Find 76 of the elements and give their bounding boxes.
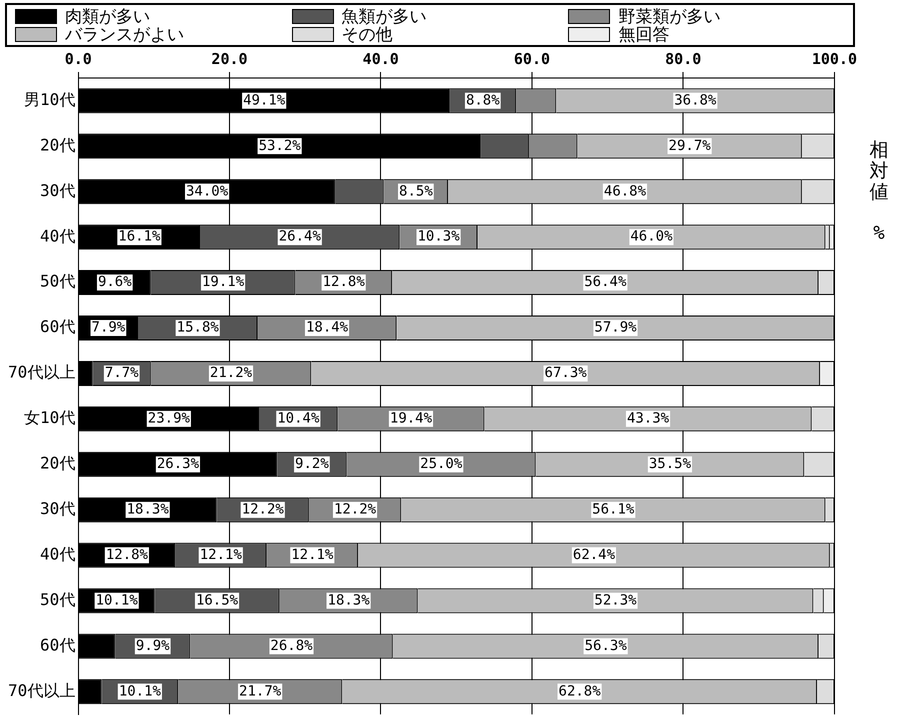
x-tick-label: 0.0 — [64, 50, 92, 68]
y-tick-label: 20代 — [40, 135, 76, 154]
data-label: 15.8% — [176, 320, 220, 336]
data-label: 10.3% — [417, 228, 460, 245]
y-tick-label: 40代 — [40, 544, 76, 564]
data-label: 62.4% — [572, 546, 616, 563]
data-label: 8.5% — [399, 183, 434, 200]
data-label: 23.9% — [148, 410, 191, 427]
y-tick-label: 50代 — [40, 590, 76, 609]
x-tick-label: 40.0 — [362, 50, 399, 68]
data-label: 19.4% — [390, 410, 433, 427]
data-label: 7.7% — [104, 365, 140, 382]
data-label: 57.9% — [594, 320, 638, 336]
data-label: 56.1% — [592, 501, 635, 518]
data-label: 8.8% — [466, 92, 500, 108]
data-label: 21.2% — [210, 365, 253, 382]
data-label: 43.3% — [626, 410, 670, 427]
data-label: 26.4% — [278, 228, 322, 245]
data-label: 29.7% — [668, 138, 712, 154]
legend-label: 野菜類が多い — [618, 6, 720, 26]
data-label: 46.0% — [630, 228, 674, 245]
y-tick-label: 70代以上 — [8, 680, 76, 700]
data-label: 19.1% — [202, 274, 245, 290]
legend-label: 魚類が多い — [342, 6, 427, 26]
data-label: 36.8% — [674, 92, 717, 108]
y-tick-label: 60代 — [40, 317, 76, 336]
data-label: 9.6% — [98, 274, 132, 290]
legend-label: 肉類が多い — [65, 6, 150, 27]
x-tick-label: 60.0 — [514, 50, 550, 68]
data-label: 10.1% — [96, 592, 138, 608]
data-label: 9.9% — [136, 638, 170, 654]
data-label: 34.0% — [186, 183, 229, 200]
y-tick-label: 20代 — [40, 454, 76, 473]
data-label: 18.3% — [126, 501, 170, 518]
y-tick-label: 30代 — [40, 499, 76, 518]
data-label: 52.3% — [594, 592, 638, 608]
data-label: 12.1% — [291, 546, 334, 563]
data-label: 18.4% — [306, 320, 349, 336]
legend-label: 無回答 — [618, 24, 670, 46]
x-tick-label: 100.0 — [812, 50, 857, 68]
data-label: 35.5% — [648, 456, 692, 472]
data-label: 12.2% — [242, 501, 284, 518]
x-tick-label: 80.0 — [665, 50, 702, 68]
data-label: 12.8% — [322, 274, 366, 290]
data-label: 16.5% — [196, 592, 239, 608]
data-label: 67.3% — [544, 365, 588, 382]
data-label: 12.2% — [334, 501, 377, 518]
y-tick-label: 男10代 — [24, 90, 76, 109]
data-label: 10.1% — [118, 683, 162, 700]
data-label: 49.1% — [243, 92, 286, 108]
data-label: 53.2% — [258, 138, 302, 154]
y-tick-label: 40代 — [40, 226, 76, 246]
y-tick-label: 50代 — [40, 272, 76, 291]
data-label: 16.1% — [118, 228, 162, 245]
text: 相対値 % — [870, 139, 888, 244]
data-label: 21.7% — [239, 683, 282, 700]
data-label: 56.3% — [584, 638, 628, 654]
y-tick-label: 70代以上 — [8, 362, 76, 382]
y-tick-label: 60代 — [40, 635, 76, 654]
data-label: 12.1% — [200, 546, 242, 563]
data-label: 46.8% — [604, 183, 647, 200]
y-tick-label: 30代 — [40, 180, 76, 200]
y-tick-label: 女10代 — [24, 408, 76, 428]
data-label: 10.4% — [277, 410, 320, 427]
data-label: 62.8% — [558, 683, 602, 700]
data-label: 12.8% — [106, 546, 149, 563]
x-tick-label: 20.0 — [211, 50, 248, 68]
data-label: 18.3% — [328, 592, 370, 608]
data-label: 26.8% — [270, 638, 314, 654]
legend-label: バランスがよい — [65, 24, 184, 46]
data-label: 25.0% — [420, 456, 463, 472]
data-label: 26.3% — [156, 456, 200, 472]
data-label: 7.9% — [92, 320, 126, 336]
data-label: 9.2% — [295, 456, 330, 472]
legend-label: その他 — [342, 24, 393, 46]
data-label: 56.4% — [584, 274, 627, 290]
